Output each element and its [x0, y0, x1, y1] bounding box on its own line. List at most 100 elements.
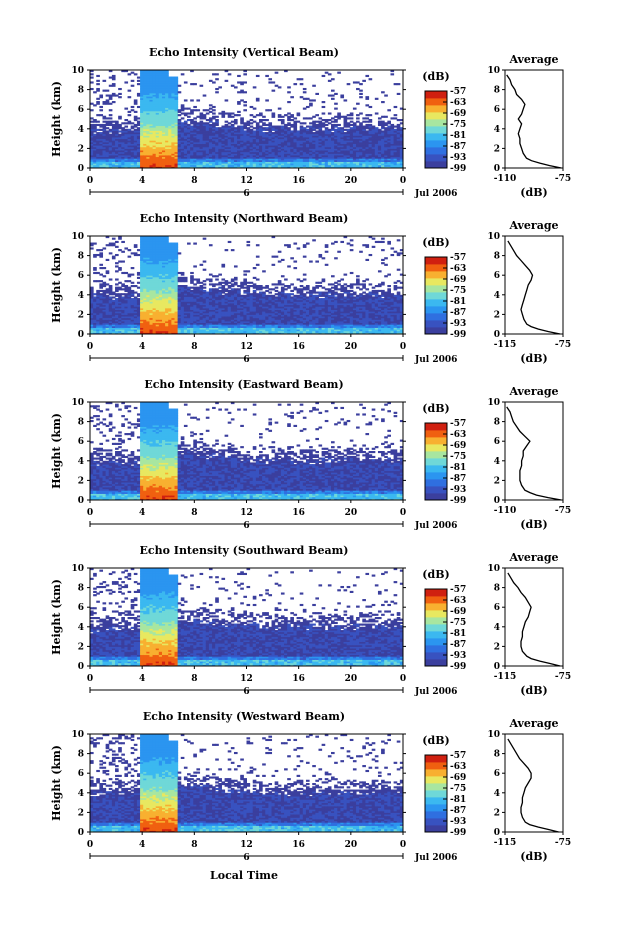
heatmap-cell	[218, 154, 222, 158]
heatmap-cell	[240, 145, 244, 148]
heatmap-cell	[324, 140, 329, 143]
heatmap-cell	[146, 309, 150, 312]
heatmap-cell	[199, 325, 204, 328]
heatmap-cell	[299, 83, 304, 86]
heatmap-cell	[165, 109, 169, 112]
heatmap-cell	[262, 145, 266, 148]
heatmap-cell	[102, 154, 107, 158]
heatmap-cell	[177, 312, 182, 315]
heatmap-cell	[196, 136, 201, 140]
heatmap-cell	[96, 74, 100, 78]
heatmap-cell	[196, 301, 201, 304]
heatmap-cell	[96, 132, 100, 135]
heatmap-cell	[362, 140, 366, 143]
heatmap-cell	[152, 240, 157, 244]
heatmap-cell	[105, 309, 110, 312]
heatmap-cell	[161, 110, 166, 113]
heatmap-cell	[271, 135, 276, 138]
heatmap-cell	[199, 324, 204, 327]
heatmap-cell	[115, 306, 119, 309]
heatmap-cell	[199, 130, 204, 133]
heatmap-cell	[152, 104, 157, 107]
heatmap-cell	[312, 127, 316, 130]
heatmap-cell	[377, 117, 382, 120]
heatmap-cell	[343, 150, 348, 153]
heatmap-cell	[146, 289, 150, 293]
heatmap-cell	[299, 140, 304, 143]
heatmap-cell	[111, 130, 116, 133]
heatmap-cell	[180, 276, 185, 279]
heatmap-cell	[174, 304, 179, 307]
heatmap-cell	[108, 96, 113, 99]
heatmap-cell	[90, 130, 94, 133]
heatmap-cell	[174, 250, 179, 253]
heatmap-cell	[152, 268, 157, 271]
heatmap-cell	[108, 304, 113, 307]
heatmap-cell	[371, 145, 376, 148]
heatmap-cell	[146, 123, 150, 127]
heatmap-cell	[190, 312, 194, 315]
heatmap-cell	[168, 286, 172, 289]
heatmap-cell	[143, 143, 147, 146]
heatmap-cell	[111, 301, 116, 304]
heatmap-cell	[93, 164, 97, 167]
heatmap-cell	[399, 145, 404, 148]
heatmap-cell	[305, 166, 310, 169]
heatmap-cell	[237, 151, 241, 154]
heatmap-cell	[174, 109, 179, 112]
heatmap-cell	[149, 73, 154, 76]
heatmap-cell	[99, 163, 104, 166]
heatmap-cell	[155, 306, 160, 309]
heatmap-cell	[265, 135, 269, 138]
heatmap-cell	[233, 128, 238, 131]
heatmap-cell	[93, 135, 97, 138]
heatmap-cell	[146, 104, 150, 107]
heatmap-cell	[155, 83, 160, 86]
heatmap-cell	[324, 141, 329, 144]
colorbar-segment	[425, 140, 447, 148]
heatmap-cell	[168, 138, 172, 141]
heatmap-cell	[127, 132, 132, 135]
heatmap-cell	[161, 87, 166, 91]
heatmap-cell	[124, 138, 129, 141]
heatmap-cell	[399, 164, 404, 167]
heatmap-cell	[102, 143, 107, 146]
heatmap-cell	[331, 94, 335, 97]
heatmap-cell	[149, 105, 154, 109]
heatmap-cell	[343, 161, 348, 164]
heatmap-cell	[130, 293, 135, 296]
heatmap-cell	[315, 125, 319, 128]
heatmap-cell	[165, 97, 169, 100]
heatmap-cell	[121, 151, 125, 154]
heatmap-cell	[133, 302, 138, 306]
heatmap-cell	[174, 270, 179, 273]
heatmap-cell	[143, 273, 147, 276]
heatmap-cell	[277, 159, 282, 162]
heatmap-cell	[174, 97, 179, 100]
heatmap-cell	[102, 299, 107, 302]
heatmap-cell	[171, 99, 176, 102]
heatmap-cell	[180, 163, 185, 166]
heatmap-cell	[99, 283, 104, 286]
heatmap-cell	[196, 299, 201, 302]
heatmap-cell	[115, 301, 119, 304]
heatmap-cell	[390, 141, 395, 144]
heatmap-cell	[124, 153, 129, 156]
heatmap-cell	[183, 332, 188, 335]
heatmap-cell	[149, 301, 154, 304]
heatmap-cell	[155, 288, 160, 291]
heatmap-cell	[387, 120, 391, 123]
heatmap-cell	[90, 306, 94, 309]
heatmap-cell	[221, 128, 226, 131]
heatmap-cell	[115, 309, 119, 312]
heatmap-cell	[158, 148, 163, 151]
heatmap-cell	[136, 322, 141, 325]
heatmap-cell	[390, 154, 395, 158]
heatmap-cell	[196, 140, 201, 143]
heatmap-cell	[93, 161, 97, 164]
heatmap-cell	[180, 273, 185, 276]
heatmap-cell	[368, 105, 373, 109]
heatmap-cell	[271, 150, 276, 153]
heatmap-cell	[362, 156, 366, 159]
heatmap-cell	[381, 122, 385, 125]
